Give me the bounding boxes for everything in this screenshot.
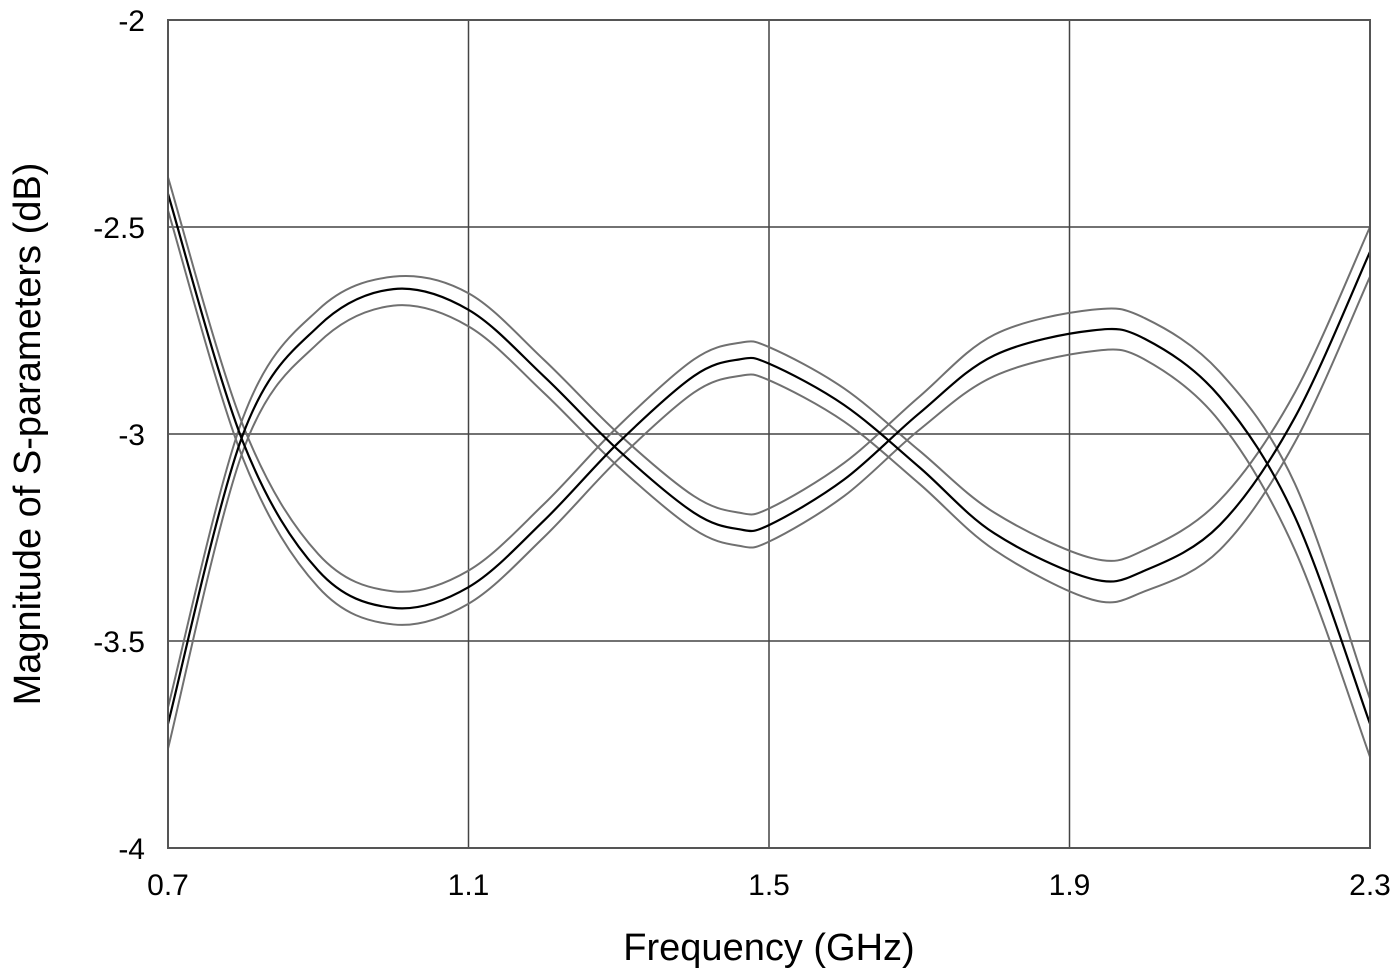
x-tick-label: 1.9 — [1049, 869, 1091, 902]
y-axis-ticks: -2 -2.5 -3 -3.5 -4 — [93, 5, 145, 866]
series-line — [166, 193, 1372, 610]
y-tick-label: -3 — [118, 419, 145, 452]
series-line — [167, 210, 1371, 626]
y-tick-label: -2.5 — [93, 212, 145, 245]
x-tick-label: 1.1 — [448, 869, 490, 902]
grid-lines — [167, 19, 1371, 849]
series-line — [166, 287, 1372, 725]
x-axis-ticks: 0.7 1.1 1.5 1.9 2.3 — [147, 869, 1391, 902]
y-tick-label: -3.5 — [93, 626, 145, 659]
y-axis-label: Magnitude of S-parameters (dB) — [7, 163, 49, 706]
x-tick-label: 1.5 — [748, 869, 790, 902]
series-line — [167, 177, 1371, 593]
x-axis-label: Frequency (GHz) — [623, 927, 914, 969]
y-tick-label: -4 — [118, 833, 145, 866]
plot-frame — [167, 19, 1371, 849]
series-line — [167, 304, 1371, 758]
y-tick-label: -2 — [118, 5, 145, 38]
series-line — [167, 275, 1371, 708]
x-tick-label: 0.7 — [147, 869, 189, 902]
x-tick-label: 2.3 — [1349, 869, 1391, 902]
data-series — [166, 177, 1372, 758]
